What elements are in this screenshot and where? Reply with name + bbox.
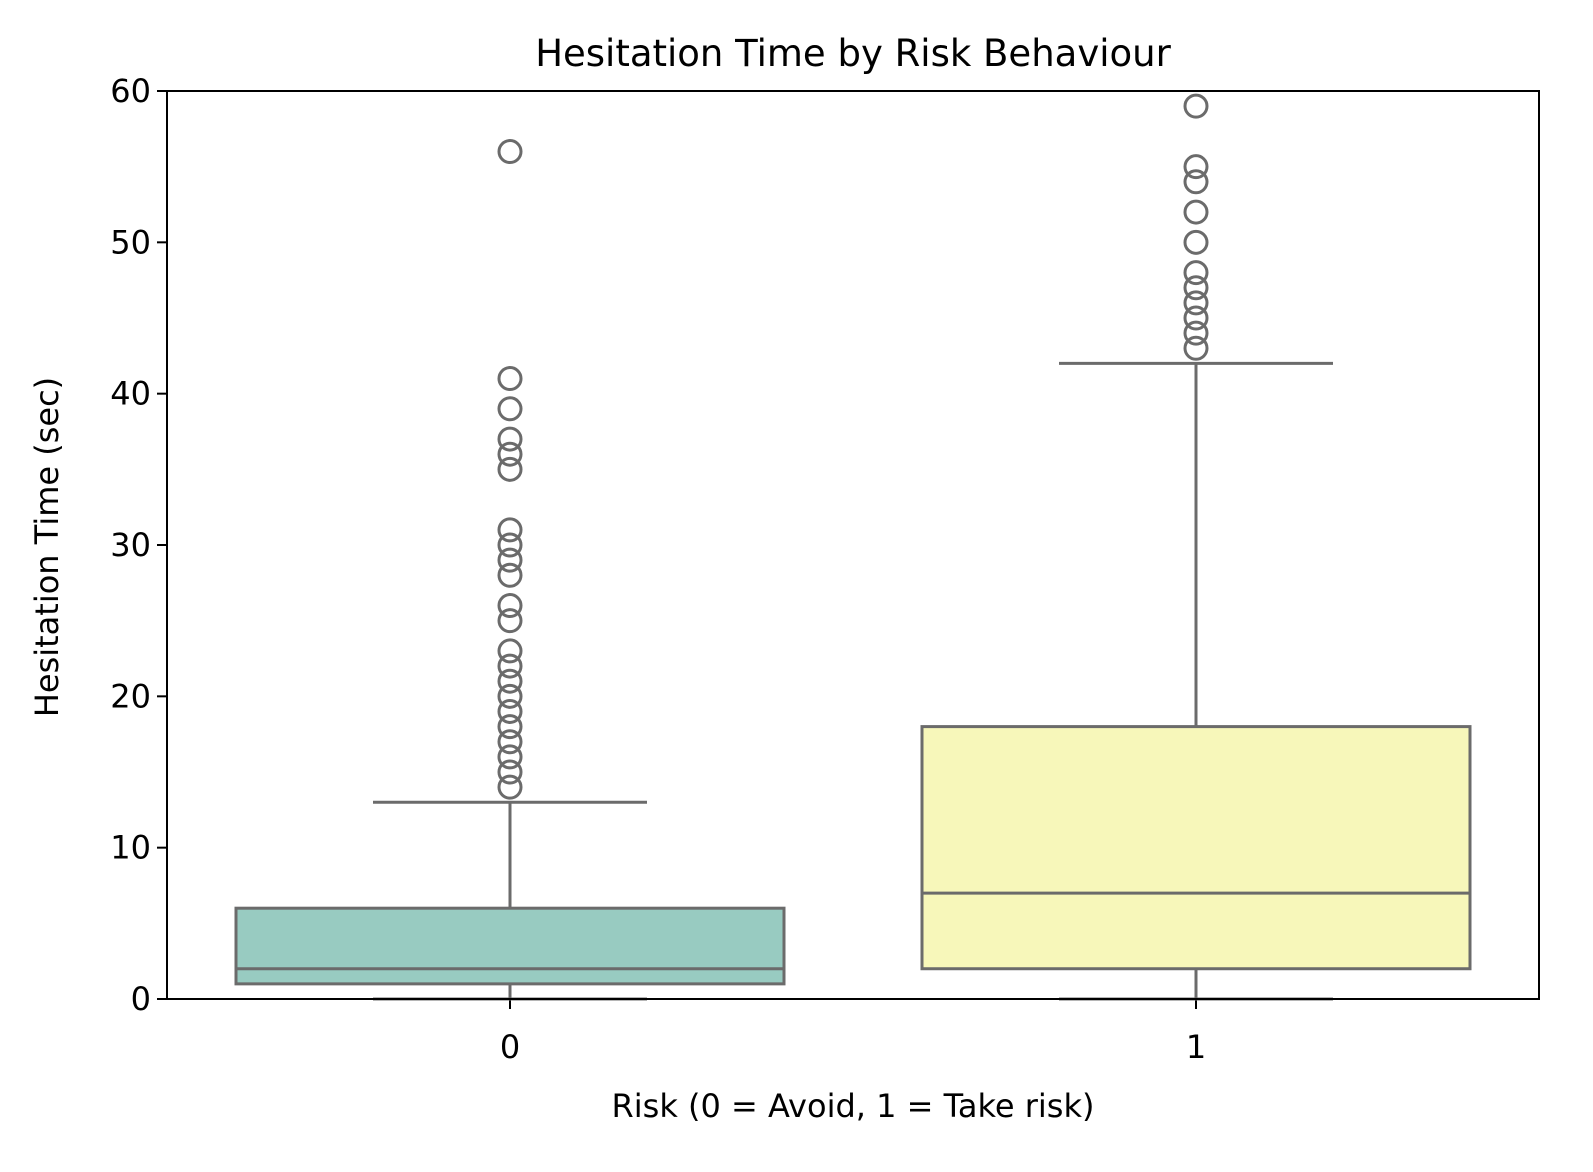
plot-layer: 0 10 20 30 40 50 60 0 1 xyxy=(110,72,1472,1066)
y-axis-tick-label: 0 xyxy=(131,980,151,1018)
outlier-point xyxy=(497,683,523,709)
x-axis-tick-label: 1 xyxy=(1186,1028,1206,1066)
y-axis-tick-label: 10 xyxy=(110,829,151,867)
outlier-point xyxy=(497,744,523,770)
outlier-point xyxy=(497,547,523,573)
outlier-point xyxy=(1183,199,1209,225)
outlier-point xyxy=(497,139,523,165)
outlier-point xyxy=(497,608,523,634)
outlier-point xyxy=(497,456,523,482)
outlier-point xyxy=(497,366,523,392)
outlier-point xyxy=(1183,260,1209,286)
y-axis-tick-label: 50 xyxy=(110,223,151,261)
outlier-point xyxy=(497,729,523,755)
outlier-point xyxy=(1183,229,1209,255)
y-axis-label: Hesitation Time (sec) xyxy=(28,377,66,717)
y-axis-tick-label: 30 xyxy=(110,526,151,564)
outlier-point xyxy=(1183,275,1209,301)
outlier-point xyxy=(1183,154,1209,180)
outlier-point xyxy=(497,562,523,588)
outlier-point xyxy=(1183,335,1209,361)
outlier-point xyxy=(1183,290,1209,316)
outlier-point xyxy=(1183,305,1209,331)
y-axis-tick-label: 40 xyxy=(110,375,151,413)
outlier-point xyxy=(497,638,523,664)
x-axis-tick-label: 0 xyxy=(500,1028,520,1066)
outlier-point xyxy=(497,668,523,694)
plot-frame xyxy=(166,90,1540,1000)
y-axis-tick-label: 20 xyxy=(110,677,151,715)
x-axis-label: Risk (0 = Avoid, 1 = Take risk) xyxy=(612,1087,1095,1125)
outlier-point xyxy=(497,698,523,724)
y-axis-tick-label: 60 xyxy=(110,72,151,110)
outlier-point xyxy=(497,396,523,422)
outlier-point xyxy=(497,517,523,543)
outlier-point xyxy=(497,441,523,467)
box xyxy=(234,906,786,986)
outlier-point xyxy=(1183,169,1209,195)
outlier-point xyxy=(497,653,523,679)
outlier-point xyxy=(497,593,523,619)
outlier-point xyxy=(1183,93,1209,119)
outlier-point xyxy=(1183,320,1209,346)
outlier-point xyxy=(497,759,523,785)
box xyxy=(920,725,1472,971)
chart-title: Hesitation Time by Risk Behaviour xyxy=(535,32,1171,75)
outlier-point xyxy=(497,714,523,740)
outlier-point xyxy=(497,774,523,800)
outlier-point xyxy=(497,532,523,558)
outlier-point xyxy=(497,426,523,452)
